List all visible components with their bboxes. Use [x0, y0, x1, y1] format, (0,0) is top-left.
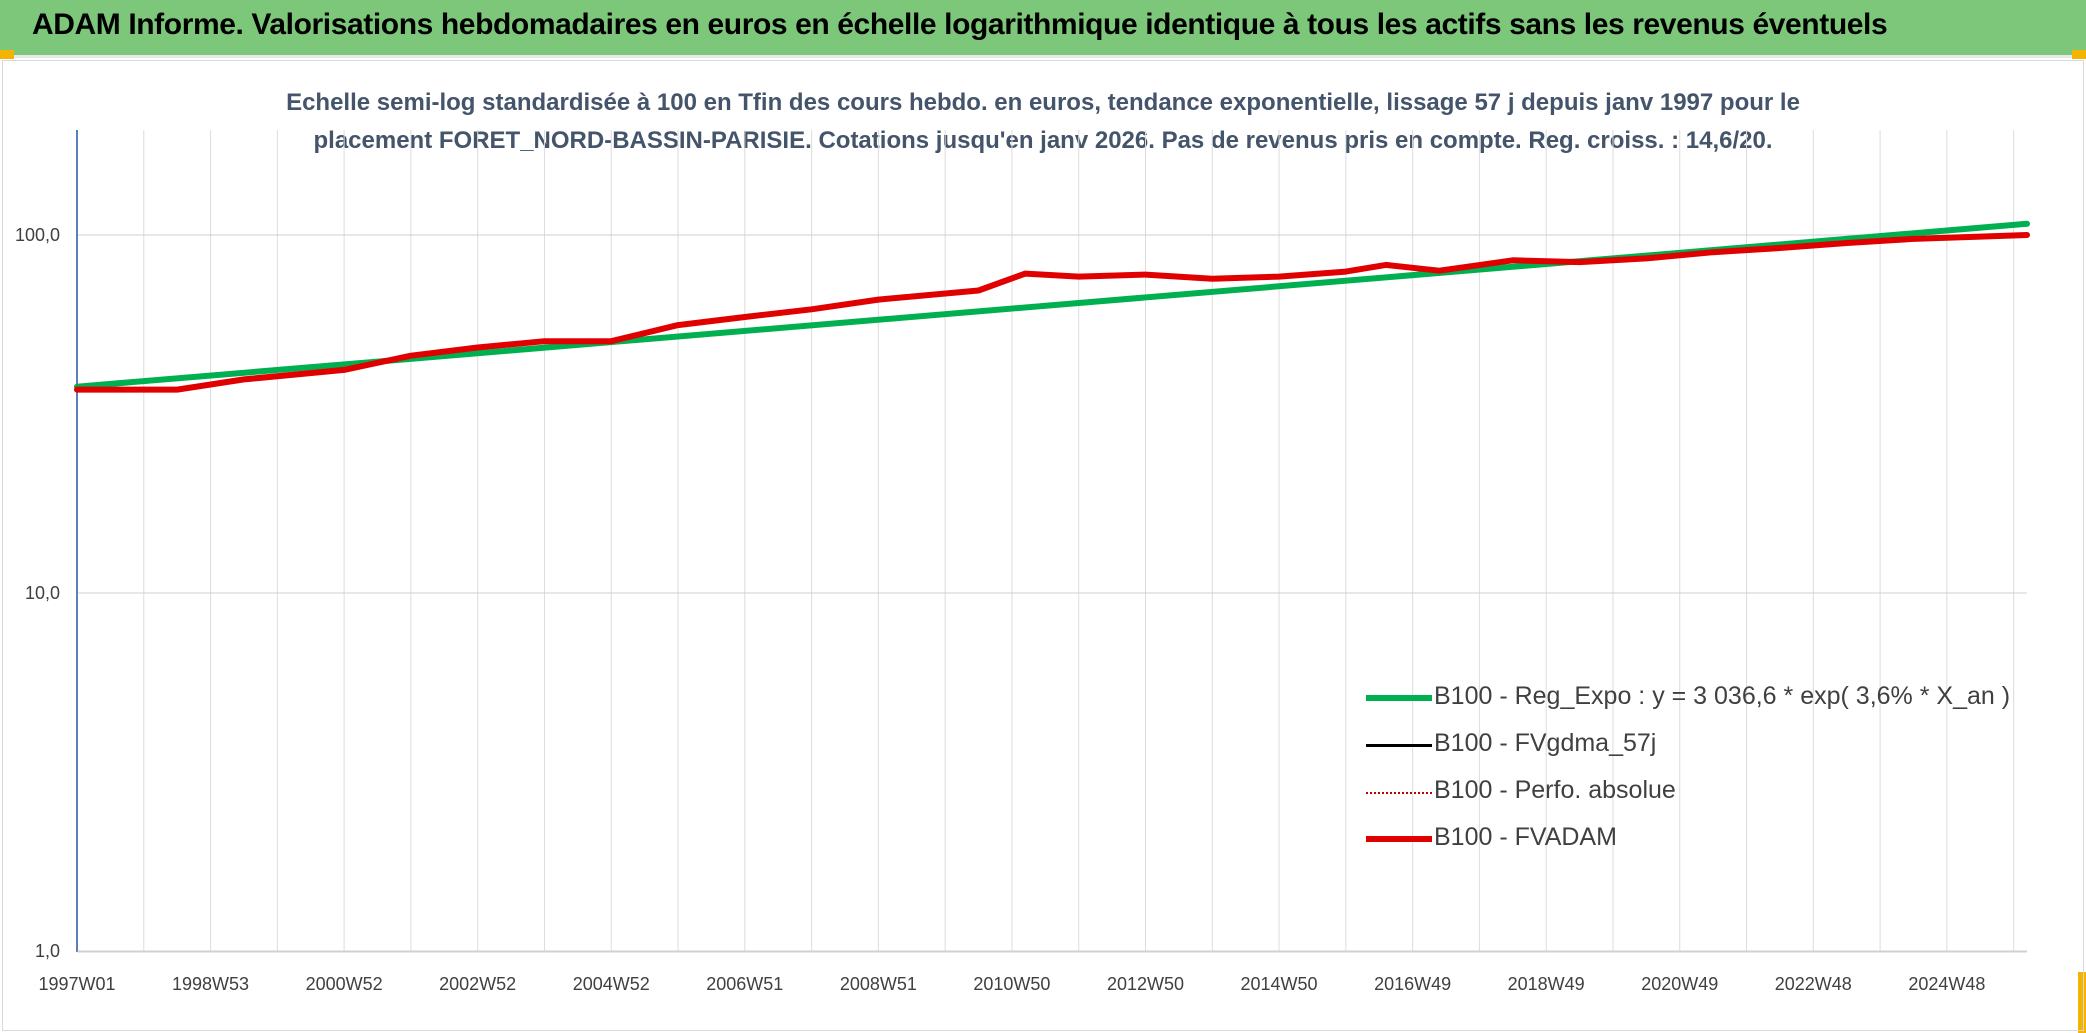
x-tick-label: 2006W51	[706, 974, 783, 994]
chart-series	[74, 220, 2030, 393]
x-tick-label: 2002W52	[439, 974, 516, 994]
corner-marker-top-right	[2072, 50, 2086, 59]
chart-tick-labels: 1,0 10,0 100,0 1997W01 1998W53 2000W52 2002W52…	[15, 225, 1985, 994]
x-tick-label: 2014W50	[1241, 974, 1318, 994]
x-tick-label: 2008W51	[840, 974, 917, 994]
report-banner: ADAM Informe. Valorisations hebdomadaire…	[0, 0, 2086, 58]
legend-swatch-perfo-absolue	[1366, 792, 1432, 794]
x-tick-label: 2018W49	[1508, 974, 1585, 994]
legend-item-reg-expo: B100 - Reg_Expo : y = 3 036,6 * exp( 3,6…	[1366, 678, 2066, 718]
legend-label-perfo-absolue: B100 - Perfo. absolue	[1434, 776, 1676, 804]
x-tick-label: 1997W01	[38, 974, 115, 994]
chart-subtitle-line-2: placement FORET_NORD-BASSIN-PARISIE. Cot…	[313, 127, 1773, 154]
x-tick-label: 2004W52	[573, 974, 650, 994]
x-tick-label: 2024W48	[1908, 974, 1985, 994]
chart-grid	[77, 130, 2027, 952]
legend-swatch-reg-expo	[1366, 695, 1432, 701]
legend-item-perfo-absolue: B100 - Perfo. absolue	[1366, 772, 2066, 812]
y-tick-label: 1,0	[35, 941, 60, 961]
report-title: ADAM Informe. Valorisations hebdomadaire…	[32, 8, 1888, 41]
series-line-3	[74, 232, 2030, 393]
chart-subtitle: Echelle semi-log standardisée à 100 en T…	[0, 84, 2086, 160]
corner-marker-top-left	[0, 50, 14, 59]
legend-swatch-fvgdma	[1366, 744, 1432, 747]
y-tick-label: 100,0	[15, 225, 60, 245]
legend-label-fvadam: B100 - FVADAM	[1434, 823, 1617, 851]
chart-subtitle-line-1: Echelle semi-log standardisée à 100 en T…	[286, 89, 1800, 116]
x-tick-label: 2010W50	[973, 974, 1050, 994]
legend-item-fvgdma: B100 - FVgdma_57j	[1366, 725, 2066, 765]
x-tick-label: 2016W49	[1374, 974, 1451, 994]
x-tick-label: 2000W52	[306, 974, 383, 994]
legend-swatch-fvadam	[1366, 836, 1432, 842]
y-tick-label: 10,0	[25, 583, 60, 603]
corner-marker-bottom-right	[2078, 972, 2086, 1033]
x-tick-label: 2020W49	[1641, 974, 1718, 994]
chart-axes	[76, 130, 2027, 953]
x-tick-label: 2022W48	[1775, 974, 1852, 994]
legend-item-fvadam: B100 - FVADAM	[1366, 819, 2066, 859]
x-tick-label: 1998W53	[172, 974, 249, 994]
chart-area	[2, 60, 2084, 1031]
legend-label-fvgdma: B100 - FVgdma_57j	[1434, 729, 1657, 757]
legend-label-reg-expo: B100 - Reg_Expo : y = 3 036,6 * exp( 3,6…	[1434, 682, 2011, 710]
x-tick-label: 2012W50	[1107, 974, 1184, 994]
